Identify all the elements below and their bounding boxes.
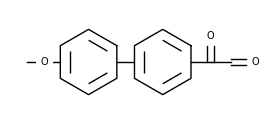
Text: O: O [251, 57, 259, 67]
Text: O: O [41, 57, 48, 67]
Text: O: O [207, 31, 215, 41]
